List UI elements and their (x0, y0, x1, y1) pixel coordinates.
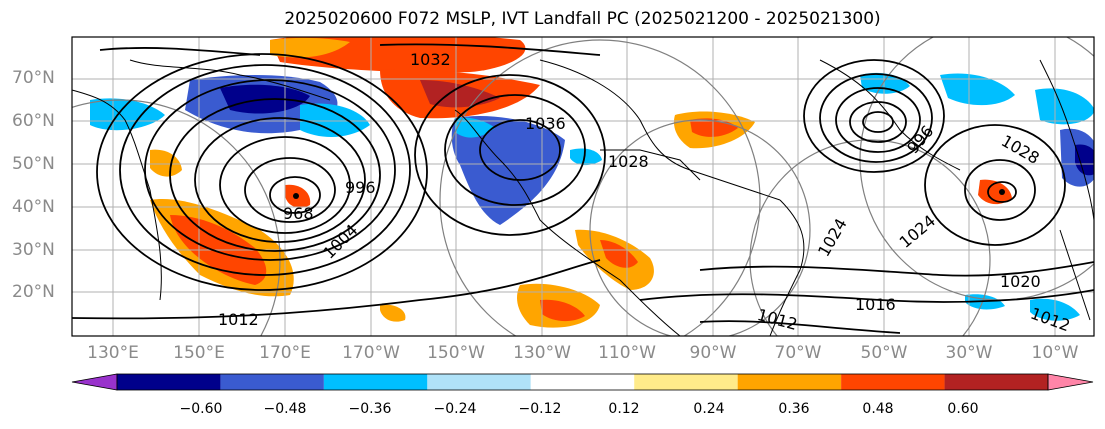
colorbar-swatch (427, 374, 531, 390)
colorbar-extend-high (1047, 373, 1094, 391)
ivt-shading (90, 37, 1094, 328)
colorbar-tick-label: 0.60 (947, 401, 979, 417)
colorbar-tick-label: −0.60 (179, 401, 223, 417)
lon-label: 50°W (860, 343, 908, 363)
coastlines (72, 59, 1094, 336)
isobars (72, 43, 1094, 334)
lon-label: 70°W (774, 343, 822, 363)
colorbar-swatch (634, 374, 738, 390)
colorbar-swatch (117, 374, 221, 390)
colorbar-swatch (841, 374, 945, 390)
lon-label: 170°W (342, 343, 400, 363)
isobar-label: 1036 (525, 114, 566, 133)
isobar-label: 1012 (218, 310, 259, 329)
lon-label: 130°W (513, 343, 571, 363)
lat-label: 50°N (12, 154, 55, 174)
isobar-label: 968 (283, 204, 314, 223)
isobar-label: 1028 (608, 152, 649, 171)
lat-label: 20°N (12, 282, 55, 302)
map-title: 2025020600 F072 MSLP, IVT Landfall PC (2… (284, 9, 881, 29)
colorbar (71, 373, 1094, 391)
colorbar-tick-label: 0.24 (693, 401, 725, 417)
lon-label: 10°W (1031, 343, 1079, 363)
colorbar-tick-label: −0.24 (433, 401, 477, 417)
lon-label: 110°W (598, 343, 656, 363)
lon-label: 150°W (427, 343, 485, 363)
lat-label: 30°N (12, 240, 55, 260)
colorbar-swatch (530, 374, 635, 390)
colorbar-swatch (323, 374, 428, 390)
colorbar-tick-label: 0.36 (778, 401, 810, 417)
colorbar-extend-low (71, 373, 118, 391)
lat-label: 70°N (12, 68, 55, 88)
lat-label: 40°N (12, 197, 55, 217)
colorbar-tick-label: −0.12 (518, 401, 562, 417)
isobar-label: 996 (345, 178, 376, 197)
colorbar-tick-label: 0.12 (608, 401, 640, 417)
isobar-label: 1016 (855, 295, 896, 314)
lon-label: 130°E (87, 343, 139, 363)
colorbar-swatch (737, 374, 842, 390)
isobar-label: 1020 (1000, 272, 1041, 291)
colorbar-frame (116, 373, 1049, 391)
lon-label: 90°W (689, 343, 737, 363)
map-frame (71, 36, 1095, 337)
lon-label: 170°E (259, 343, 311, 363)
colorbar-tick-label: −0.48 (263, 401, 307, 417)
colorbar-tick-label: −0.36 (348, 401, 392, 417)
colorbar-swatch (944, 374, 1048, 390)
colorbar-tick-label: 0.48 (862, 401, 894, 417)
center-markers (293, 189, 1005, 199)
lon-label: 30°W (945, 343, 993, 363)
lat-label: 60°N (12, 111, 55, 131)
colorbar-swatch (220, 374, 324, 390)
lon-label: 150°E (173, 343, 225, 363)
isobar-label: 1032 (410, 50, 451, 69)
